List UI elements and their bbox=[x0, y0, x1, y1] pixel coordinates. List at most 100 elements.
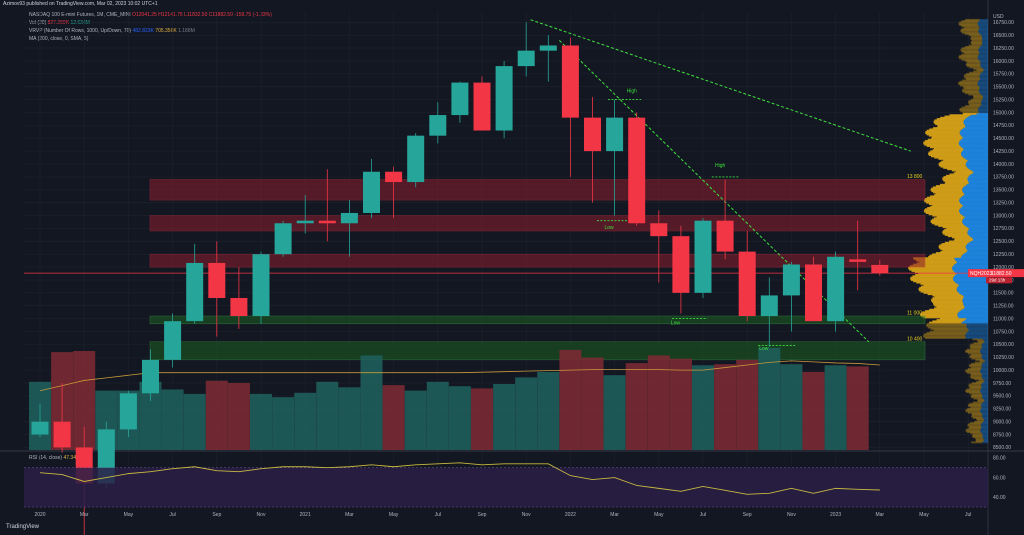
profile-row-down bbox=[969, 392, 982, 395]
rsi-line bbox=[39, 462, 880, 495]
profile-row-down bbox=[942, 178, 968, 181]
legend-vrvp-label[interactable]: VRVP (Number Of Rows, 1000, Up/Down, 70) bbox=[29, 28, 132, 34]
profile-row-down bbox=[969, 383, 982, 386]
profile-row-down bbox=[964, 45, 980, 48]
profile-row-down bbox=[929, 128, 962, 131]
profile-row-up bbox=[983, 418, 988, 421]
tradingview-logo[interactable]: TradingView bbox=[6, 524, 40, 530]
profile-row-up bbox=[978, 89, 988, 92]
candle-body bbox=[628, 117, 646, 224]
profile-row-down bbox=[971, 435, 983, 437]
profile-row-down bbox=[932, 214, 963, 217]
profile-row-down bbox=[926, 325, 967, 328]
profile-row-down bbox=[925, 140, 960, 142]
profile-row-down bbox=[971, 415, 983, 418]
profile-row-up bbox=[968, 181, 988, 184]
volume-bar bbox=[73, 351, 96, 450]
profile-row-up bbox=[979, 88, 988, 91]
profile-row-up bbox=[960, 293, 988, 296]
profile-row-up bbox=[981, 426, 988, 428]
profile-row-down bbox=[915, 274, 956, 276]
x-tick-label: Mar bbox=[875, 512, 884, 518]
profile-row-down bbox=[954, 237, 974, 240]
profile-row-down bbox=[924, 143, 960, 146]
candle-body bbox=[53, 421, 71, 448]
profile-row-down bbox=[912, 275, 954, 278]
profile-row-up bbox=[963, 217, 988, 220]
legend-vol-label[interactable]: Vol (20) bbox=[29, 20, 47, 26]
profile-row-up bbox=[963, 149, 988, 151]
profile-row-up bbox=[968, 182, 988, 185]
profile-row-down bbox=[965, 64, 981, 66]
profile-row-up bbox=[967, 243, 988, 245]
profile-row-down bbox=[930, 221, 963, 223]
legend-symbol[interactable]: NASDAQ 100 E-mini Futures, 1M, CME_MINI bbox=[29, 12, 131, 18]
y-tick-label: 12000.00 bbox=[993, 265, 1014, 271]
profile-row-down bbox=[961, 89, 979, 92]
profile-row-up bbox=[968, 228, 988, 231]
profile-row-up bbox=[960, 196, 988, 199]
rsi-label[interactable]: RSI (14, close) bbox=[29, 455, 63, 461]
profile-row-up bbox=[962, 320, 988, 323]
profile-row-down bbox=[969, 387, 982, 390]
y-tick-label: 9000.00 bbox=[993, 419, 1011, 425]
x-tick-label: Jul bbox=[169, 512, 175, 518]
profile-row-up bbox=[981, 355, 988, 357]
profile-row-up bbox=[962, 294, 988, 297]
profile-row-down bbox=[920, 283, 958, 285]
profile-row-up bbox=[978, 49, 988, 52]
volume-bar bbox=[625, 363, 648, 450]
profile-row-up bbox=[971, 236, 988, 239]
profile-row-up bbox=[966, 317, 988, 320]
legend-vol-value: 827.269K bbox=[47, 20, 70, 26]
profile-row-up bbox=[954, 258, 988, 261]
profile-row-up bbox=[969, 227, 988, 230]
profile-row-down bbox=[945, 174, 970, 177]
profile-row-down bbox=[943, 167, 968, 169]
profile-row-down bbox=[960, 110, 979, 113]
profile-row-up bbox=[962, 205, 988, 208]
profile-row-up bbox=[972, 172, 988, 175]
profile-row-down bbox=[969, 386, 982, 388]
y-axis-unit: USD bbox=[993, 14, 1004, 20]
profile-row-down bbox=[913, 280, 955, 283]
profile-row-down bbox=[970, 40, 982, 43]
profile-row-down bbox=[923, 335, 966, 338]
profile-row-down bbox=[975, 438, 984, 441]
profile-row-up bbox=[966, 248, 988, 251]
candle-body bbox=[606, 117, 624, 152]
profile-row-up bbox=[981, 42, 988, 44]
profile-row-down bbox=[970, 353, 983, 356]
profile-row-down bbox=[938, 163, 966, 166]
legend-ma-label[interactable]: MA (200, close, 0, SMA, 5) bbox=[29, 36, 89, 42]
profile-row-up bbox=[963, 127, 988, 129]
profile-row-down bbox=[936, 319, 965, 321]
profile-row-down bbox=[959, 24, 978, 26]
profile-row-up bbox=[981, 34, 988, 37]
profile-row-up bbox=[958, 142, 988, 145]
support-zone bbox=[149, 341, 926, 361]
profile-row-up bbox=[960, 201, 988, 204]
profile-row-down bbox=[918, 272, 957, 275]
profile-row-up bbox=[981, 356, 988, 359]
profile-row-down bbox=[931, 136, 963, 138]
profile-row-down bbox=[970, 38, 982, 41]
profile-row-down bbox=[971, 357, 983, 360]
legend-change: -159.75 (-1.33%) bbox=[234, 12, 272, 18]
profile-row-down bbox=[975, 437, 984, 440]
profile-row-down bbox=[929, 330, 968, 333]
profile-row-down bbox=[971, 414, 983, 417]
rsi-tick-label: 40.00 bbox=[993, 495, 1006, 501]
annotation-label: High bbox=[715, 163, 726, 169]
profile-row-down bbox=[972, 436, 983, 439]
profile-row-down bbox=[938, 245, 966, 248]
profile-row-down bbox=[936, 216, 965, 218]
profile-row-down bbox=[920, 313, 958, 316]
volume-bar bbox=[139, 381, 162, 450]
profile-row-down bbox=[910, 264, 953, 267]
profile-row-up bbox=[967, 226, 988, 229]
x-tick-label: Jul bbox=[700, 512, 706, 518]
y-tick-label: 14250.00 bbox=[993, 149, 1014, 155]
profile-row-up bbox=[963, 223, 988, 226]
